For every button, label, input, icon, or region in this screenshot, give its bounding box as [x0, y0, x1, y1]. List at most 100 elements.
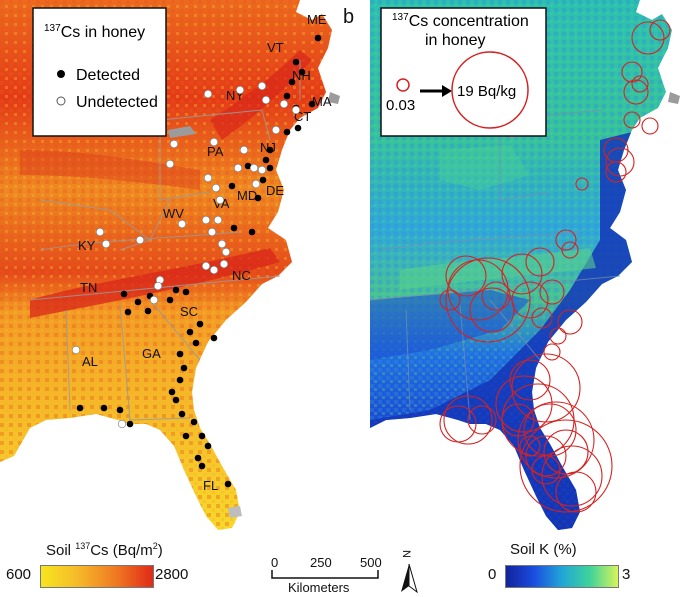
colorbar-a-min: 600: [6, 566, 32, 583]
concentration-circle: [445, 255, 487, 297]
detected-sample-point: [166, 296, 174, 304]
concentration-circle: [605, 147, 635, 177]
detected-sample-point: [248, 228, 256, 236]
undetected-sample-point: [153, 281, 163, 291]
detected-sample-point: [192, 339, 200, 347]
undetected-sample-point: [201, 215, 211, 225]
detected-sample-point: [198, 462, 206, 470]
state-label-nc: NC: [232, 268, 251, 283]
legend-detected-label: Detected: [76, 67, 140, 84]
colorbar-a-title: Soil 137Cs (Bq/m2): [46, 541, 163, 559]
detected-sample-point: [178, 410, 186, 418]
concentration-circle: [575, 177, 589, 191]
state-label-de: DE: [266, 183, 284, 198]
state-label-ma: MA: [312, 94, 332, 109]
concentration-circle: [481, 281, 511, 311]
undetected-sample-point: [101, 239, 111, 249]
north-label: N: [399, 550, 412, 558]
detected-sample-point: [283, 92, 291, 100]
concentration-circle: [555, 471, 597, 513]
undetected-sample-point: [135, 235, 145, 245]
undetected-sample-point: [165, 159, 175, 169]
concentration-circle: [445, 257, 531, 343]
concentration-circle: [531, 307, 553, 329]
scale-tick-250: 250: [310, 555, 332, 570]
undetected-sample-point: [221, 247, 231, 257]
detected-sample-point: [168, 388, 176, 396]
detected-sample-point: [288, 78, 296, 86]
undetected-sample-point: [149, 295, 159, 305]
undetected-sample-point: [177, 219, 187, 229]
north-arrow-icon: [401, 563, 418, 594]
concentration-circle: [517, 401, 595, 479]
legend-small-value: 0.03: [386, 97, 415, 114]
concentration-circle: [649, 19, 671, 41]
concentration-circle: [641, 117, 659, 135]
panel-b-legend: 137Cs concentration in honey 0.03 19 Bq/…: [380, 7, 547, 137]
detected-sample-point: [244, 162, 252, 170]
detected-sample-point: [298, 68, 306, 76]
detected-sample-point: [198, 432, 206, 440]
concentration-circle: [541, 445, 603, 507]
legend-b-title: Cs concentration: [409, 13, 529, 30]
undetected-sample-point: [95, 227, 105, 237]
concentration-circle: [539, 279, 565, 305]
legend-large-value: 19 Bq/kg: [457, 83, 516, 100]
state-label-sc: SC: [180, 304, 198, 319]
undetected-sample-point: [209, 137, 219, 147]
detected-sample-point: [126, 420, 134, 428]
concentration-circle: [439, 289, 461, 311]
state-label-ky: KY: [78, 238, 96, 253]
svg-text:137Cs concentration: 137Cs concentration: [392, 12, 529, 30]
detected-sample-point: [116, 406, 124, 414]
scale-tick-0: 0: [271, 555, 279, 570]
detected-sample-point: [210, 334, 218, 342]
state-label-wv: WV: [163, 206, 184, 221]
detected-sample-point: [190, 418, 198, 426]
concentration-circle: [631, 75, 649, 93]
legend-b-title-line2: in honey: [425, 32, 486, 49]
detected-sample-point: [120, 290, 128, 298]
state-label-al: AL: [82, 354, 98, 369]
detected-sample-point: [230, 224, 238, 232]
undetected-sample-point: [219, 259, 229, 269]
detected-sample-point: [294, 124, 302, 132]
detected-sample-point: [224, 480, 232, 488]
concentration-circle: [469, 287, 515, 333]
concentration-circle: [605, 161, 627, 183]
colorbar-b-title: Soil K (%): [510, 541, 577, 558]
detected-sample-point: [172, 286, 180, 294]
detected-sample-point: [259, 176, 267, 184]
state-label-fl: FL: [203, 478, 218, 493]
undetected-sample-point: [291, 105, 301, 115]
detected-sample-point: [172, 396, 180, 404]
state-label-vt: VT: [267, 40, 284, 55]
svg-text:137Cs in honey: 137Cs in honey: [44, 23, 145, 41]
undetected-sample-point: [201, 261, 211, 271]
detected-sample-point: [266, 164, 274, 172]
concentration-circle: [525, 247, 555, 277]
concentration-circle: [511, 281, 549, 319]
panel-b-map: 137Cs concentration in honey 0.03 19 Bq/…: [370, 0, 680, 530]
detected-sample-point: [204, 442, 212, 450]
legend-b-title-sup: 137: [392, 12, 409, 23]
undetected-sample-point: [71, 345, 81, 355]
concentration-circle: [623, 79, 649, 105]
panel-a-map: ME VT NH NY MA CT PA NJ MD DE WV VA KY N…: [0, 0, 340, 530]
detected-sample-point: [314, 34, 322, 42]
detected-sample-point: [176, 350, 184, 358]
state-label-nh: NH: [292, 68, 311, 83]
detected-sample-point: [194, 454, 202, 462]
concentration-circle: [543, 343, 561, 361]
small-circle-icon: [396, 78, 410, 92]
concentration-circle: [561, 241, 579, 259]
detected-sample-point: [308, 100, 316, 108]
detected-sample-point: [124, 308, 132, 316]
detected-sample-point: [254, 194, 262, 202]
concentration-circle: [525, 435, 567, 477]
undetected-sample-point: [279, 99, 289, 109]
undetected-sample-point: [213, 215, 223, 225]
concentration-circle: [519, 419, 613, 513]
detected-sample-point: [144, 307, 152, 315]
colorbar-a-max: 2800: [155, 566, 189, 583]
